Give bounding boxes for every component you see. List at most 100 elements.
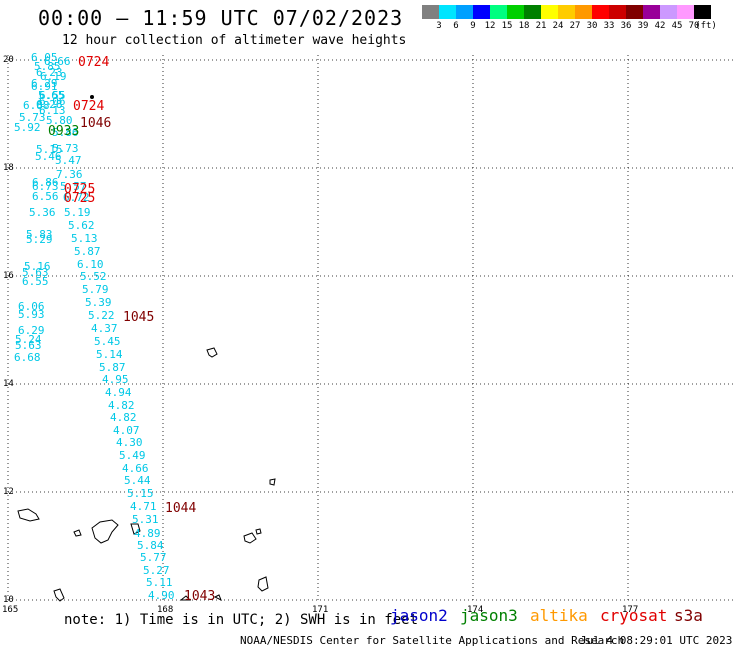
legend-swatch (592, 5, 609, 19)
wave-height-label: 4.30 (116, 436, 143, 449)
legend-label: 12 (484, 21, 496, 31)
coastline (17, 347, 276, 602)
legend-swatch (473, 5, 490, 19)
wave-height-label: 6.23 (36, 66, 63, 79)
wave-height-label: 4.66 (122, 462, 149, 475)
wave-height-label: 5.11 (146, 576, 173, 589)
island-outline (91, 519, 119, 544)
wave-height-label: 5.85 (34, 60, 61, 73)
wave-height-label: 6.66 (44, 55, 71, 68)
wave-height-label: 5.14 (96, 348, 123, 361)
wave-height-label: 4.95 (102, 373, 129, 386)
legend-label: 24 (552, 21, 564, 31)
wave-height-label: 5.87 (99, 361, 126, 374)
legend-labels: 3 6 9 12 15 18 21 24 27 30 33 36 39 42 45 70 (ft) (422, 19, 717, 33)
legend-label: 30 (586, 21, 598, 31)
legend-swatch (541, 5, 558, 19)
island-dot (90, 95, 94, 99)
wave-height-label: 4.37 (91, 322, 118, 335)
wave-height-label: 5.65 (38, 89, 65, 102)
wave-height-label: 5.22 (88, 309, 115, 322)
wave-height-label: 4.82 (110, 411, 137, 424)
wave-height-label: 4.94 (105, 386, 132, 399)
wave-height-label: 6.13 (39, 104, 66, 117)
legend-swatch (524, 5, 541, 19)
wave-height-label: 6.06 (39, 95, 66, 108)
mission-jason2: jason2 (390, 606, 448, 625)
wave-height-label: 5.86 (52, 126, 79, 139)
island-outline (53, 588, 65, 602)
wave-height-label: 5.92 (14, 121, 41, 134)
legend-swatch (643, 5, 660, 19)
island-outline (17, 508, 40, 522)
map-subtitle: 12 hour collection of altimeter wave hei… (62, 33, 407, 48)
x-tick-label: 168 (157, 605, 173, 615)
legend-label: 36 (620, 21, 632, 31)
wave-height-label: 6.06 (18, 300, 45, 313)
wave-height-label: 6.73 (32, 180, 59, 193)
wave-height-label: 5.80 (46, 114, 73, 127)
color-legend: 3 6 9 12 15 18 21 24 27 30 33 36 39 42 45 70 (ft) (422, 5, 717, 33)
wave-height-label: 5.57 (60, 180, 87, 193)
wave-height-label: 5.31 (132, 513, 159, 526)
wave-height-label: 7.36 (56, 168, 83, 181)
legend-swatches (422, 5, 711, 19)
legend-unit: (ft) (695, 21, 717, 31)
wave-height-label: 4.71 (130, 500, 157, 513)
wave-height-label: 6.86 (32, 176, 59, 189)
wave-height-label: 6.19 (40, 70, 67, 83)
wave-height-label: 6.29 (31, 77, 58, 90)
y-tick-label: 12 (3, 487, 14, 497)
pass-time-label: 1043 (184, 589, 215, 604)
wave-height-label: 5.93 (18, 308, 45, 321)
legend-swatch (422, 5, 439, 19)
legend-swatch (677, 5, 694, 19)
legend-label: 21 (535, 21, 547, 31)
wave-height-label: 5.46 (35, 150, 62, 163)
y-tick-label: 20 (3, 55, 14, 65)
mission-cryosat: cryosat (600, 606, 668, 625)
wave-height-label: 5.15 (127, 487, 154, 500)
legend-label: 39 (637, 21, 649, 31)
wave-height-label: 5.84 (137, 539, 164, 552)
pass-time-label: 1046 (80, 116, 111, 131)
wave-height-label: 5.77 (140, 551, 167, 564)
wave-height-label: 5.45 (94, 335, 121, 348)
pass-time-label: 1045 (123, 310, 154, 325)
legend-label: 3 (436, 21, 442, 31)
island-outline (206, 347, 218, 358)
legend-swatch (575, 5, 592, 19)
wave-height-label: 5.19 (64, 206, 91, 219)
wave-height-label: 5.16 (24, 260, 51, 273)
wave-height-label: 6.29 (18, 324, 45, 337)
wave-height-label: 5.79 (82, 283, 109, 296)
x-tick-label: 165 (2, 605, 18, 615)
pass-time-label: 1044 (165, 501, 196, 516)
legend-swatch (439, 5, 456, 19)
wave-height-label: 5.44 (124, 474, 151, 487)
wave-height-label: 6.55 (22, 275, 49, 288)
wave-height-label: 5.15 (36, 143, 63, 156)
x-tick-label: 177 (622, 605, 638, 615)
legend-swatch (660, 5, 677, 19)
legend-label: 45 (671, 21, 683, 31)
footer-note: note: 1) Time is in UTC; 2) SWH is in fe… (64, 612, 419, 628)
legend-label: 70 (688, 21, 700, 31)
wave-height-label: 5.83 (26, 228, 53, 241)
legend-label: 9 (470, 21, 476, 31)
island-outline (269, 478, 276, 486)
wave-height-label: 4.89 (134, 527, 161, 540)
observations: 6.056.665.856.236.196.916.295.656.556.06… (14, 51, 175, 602)
map-title: 00:00 – 11:59 UTC 07/02/2023 (38, 6, 404, 30)
wave-height-label: 6.55 (39, 89, 66, 102)
wave-height-label: 6.91 (31, 80, 58, 93)
y-tick-label: 10 (3, 595, 14, 605)
y-tick-label: 16 (3, 271, 14, 281)
wave-height-label: 4.82 (108, 399, 135, 412)
mission-s3a: s3a (674, 606, 703, 625)
wave-height-label: 5.24 (15, 333, 42, 346)
pass-time-label: 0724 (73, 99, 104, 114)
legend-label: 6 (453, 21, 459, 31)
